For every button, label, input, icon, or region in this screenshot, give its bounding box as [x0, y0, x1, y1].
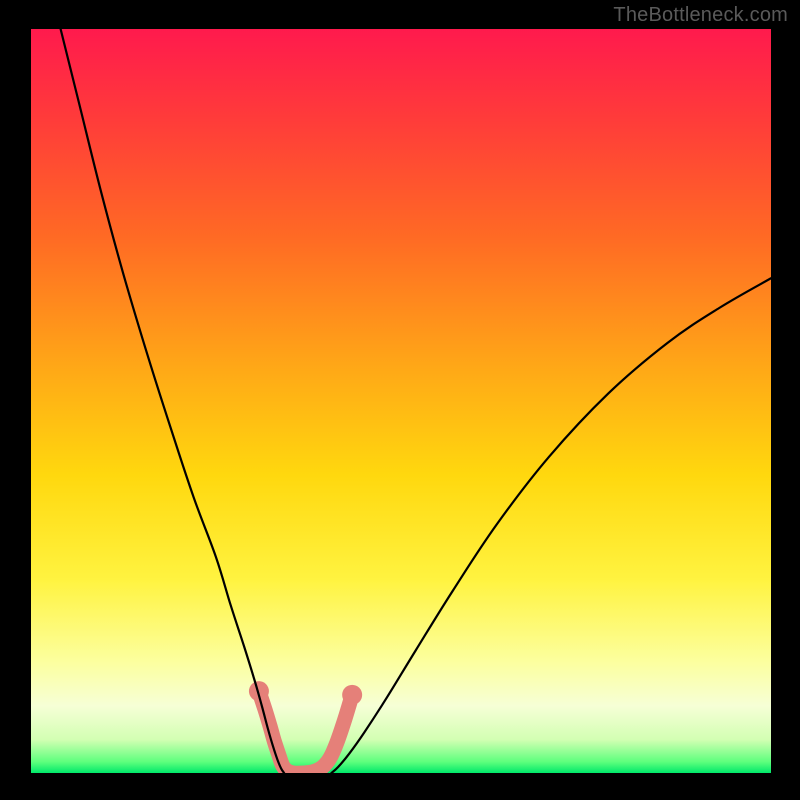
watermark-text: TheBottleneck.com [613, 4, 788, 27]
chart-frame: TheBottleneck.com [0, 0, 800, 800]
plot-area [31, 29, 771, 773]
marker-dot [342, 685, 362, 705]
